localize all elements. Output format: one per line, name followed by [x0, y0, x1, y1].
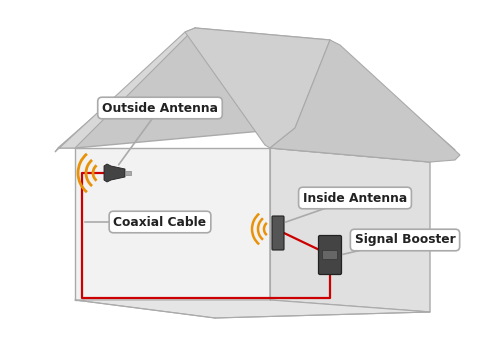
- Polygon shape: [75, 300, 430, 318]
- Polygon shape: [58, 28, 295, 148]
- Polygon shape: [195, 28, 455, 162]
- FancyBboxPatch shape: [323, 251, 337, 259]
- FancyBboxPatch shape: [272, 216, 284, 250]
- Polygon shape: [75, 148, 270, 300]
- Text: Signal Booster: Signal Booster: [355, 233, 456, 246]
- Text: Inside Antenna: Inside Antenna: [303, 191, 407, 205]
- Polygon shape: [104, 164, 125, 182]
- FancyBboxPatch shape: [319, 235, 341, 275]
- Text: Coaxial Cable: Coaxial Cable: [113, 215, 206, 228]
- Text: Outside Antenna: Outside Antenna: [102, 101, 218, 114]
- Polygon shape: [55, 28, 195, 152]
- Polygon shape: [125, 171, 131, 175]
- Polygon shape: [270, 148, 430, 312]
- Polygon shape: [185, 28, 330, 148]
- Polygon shape: [270, 40, 460, 162]
